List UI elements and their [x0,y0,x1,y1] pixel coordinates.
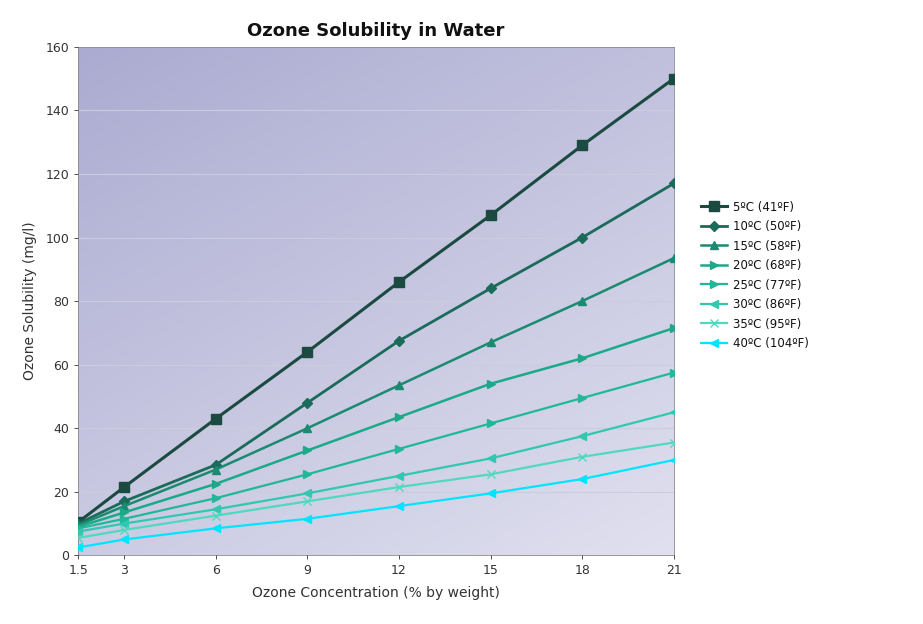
20ºC (68ºF) [485,380,497,388]
30ºC (86ºF) [210,505,222,513]
40ºC (104ºF) [485,490,497,497]
5ºC (41ºF) [302,348,313,356]
30ºC (86ºF) [73,528,84,535]
15ºC (58ºF) [73,522,84,529]
35ºC (95ºF) [119,526,130,534]
Line: 10ºC (50ºF): 10ºC (50ºF) [75,180,677,527]
40ºC (104ºF) [577,475,588,483]
20ºC (68ºF) [302,447,313,454]
15ºC (58ºF) [393,381,404,389]
Y-axis label: Ozone Solubility (mg/l): Ozone Solubility (mg/l) [23,222,37,381]
20ºC (68ºF) [73,523,84,530]
40ºC (104ºF) [119,536,130,544]
30ºC (86ºF) [577,432,588,440]
5ºC (41ºF) [577,142,588,149]
Line: 20ºC (68ºF): 20ºC (68ºF) [74,324,678,531]
5ºC (41ºF) [210,415,222,422]
35ºC (95ºF) [668,439,679,446]
30ºC (86ºF) [485,455,497,462]
10ºC (50ºF) [119,497,130,505]
35ºC (95ºF) [577,453,588,461]
10ºC (50ºF) [577,234,588,241]
25ºC (77ºF) [668,369,679,376]
35ºC (95ºF) [302,497,313,505]
25ºC (77ºF) [119,515,130,522]
15ºC (58ºF) [302,424,313,432]
20ºC (68ºF) [210,480,222,487]
35ºC (95ºF) [485,470,497,478]
40ºC (104ºF) [393,502,404,510]
20ºC (68ºF) [668,324,679,332]
Line: 15ºC (58ºF): 15ºC (58ºF) [74,254,678,529]
40ºC (104ºF) [668,456,679,464]
40ºC (104ºF) [210,525,222,532]
10ºC (50ºF) [210,461,222,469]
10ºC (50ºF) [73,520,84,527]
5ºC (41ºF) [73,519,84,526]
30ºC (86ºF) [302,490,313,497]
40ºC (104ºF) [302,515,313,522]
Line: 25ºC (77ºF): 25ºC (77ºF) [74,368,678,532]
5ºC (41ºF) [393,278,404,286]
35ºC (95ºF) [210,512,222,519]
35ºC (95ºF) [393,483,404,490]
5ºC (41ºF) [485,212,497,219]
40ºC (104ºF) [73,544,84,551]
15ºC (58ºF) [210,466,222,473]
15ºC (58ºF) [668,255,679,262]
25ºC (77ºF) [210,494,222,502]
10ºC (50ºF) [302,399,313,407]
30ºC (86ºF) [393,472,404,480]
Line: 5ºC (41ºF): 5ºC (41ºF) [74,74,678,527]
Line: 30ºC (86ºF): 30ºC (86ºF) [74,408,678,535]
Line: 40ºC (104ºF): 40ºC (104ºF) [74,456,678,552]
30ºC (86ºF) [119,520,130,527]
25ºC (77ºF) [73,525,84,532]
10ºC (50ºF) [485,285,497,292]
25ºC (77ºF) [393,445,404,452]
5ºC (41ºF) [668,75,679,82]
25ºC (77ºF) [485,420,497,427]
20ºC (68ºF) [393,413,404,421]
5ºC (41ºF) [119,483,130,490]
10ºC (50ºF) [668,180,679,187]
Line: 35ºC (95ºF): 35ºC (95ºF) [74,438,678,542]
15ºC (58ºF) [119,502,130,510]
10ºC (50ºF) [393,337,404,344]
30ºC (86ºF) [668,409,679,416]
25ºC (77ºF) [577,394,588,402]
X-axis label: Ozone Concentration (% by weight): Ozone Concentration (% by weight) [252,586,500,600]
35ºC (95ºF) [73,534,84,542]
20ºC (68ºF) [119,509,130,516]
25ºC (77ºF) [302,470,313,478]
Legend: 5ºC (41ºF), 10ºC (50ºF), 15ºC (58ºF), 20ºC (68ºF), 25ºC (77ºF), 30ºC (86ºF), 35º: 5ºC (41ºF), 10ºC (50ºF), 15ºC (58ºF), 20… [698,197,812,354]
15ºC (58ºF) [485,339,497,346]
Title: Ozone Solubility in Water: Ozone Solubility in Water [247,22,505,40]
15ºC (58ºF) [577,298,588,305]
20ºC (68ºF) [577,354,588,362]
